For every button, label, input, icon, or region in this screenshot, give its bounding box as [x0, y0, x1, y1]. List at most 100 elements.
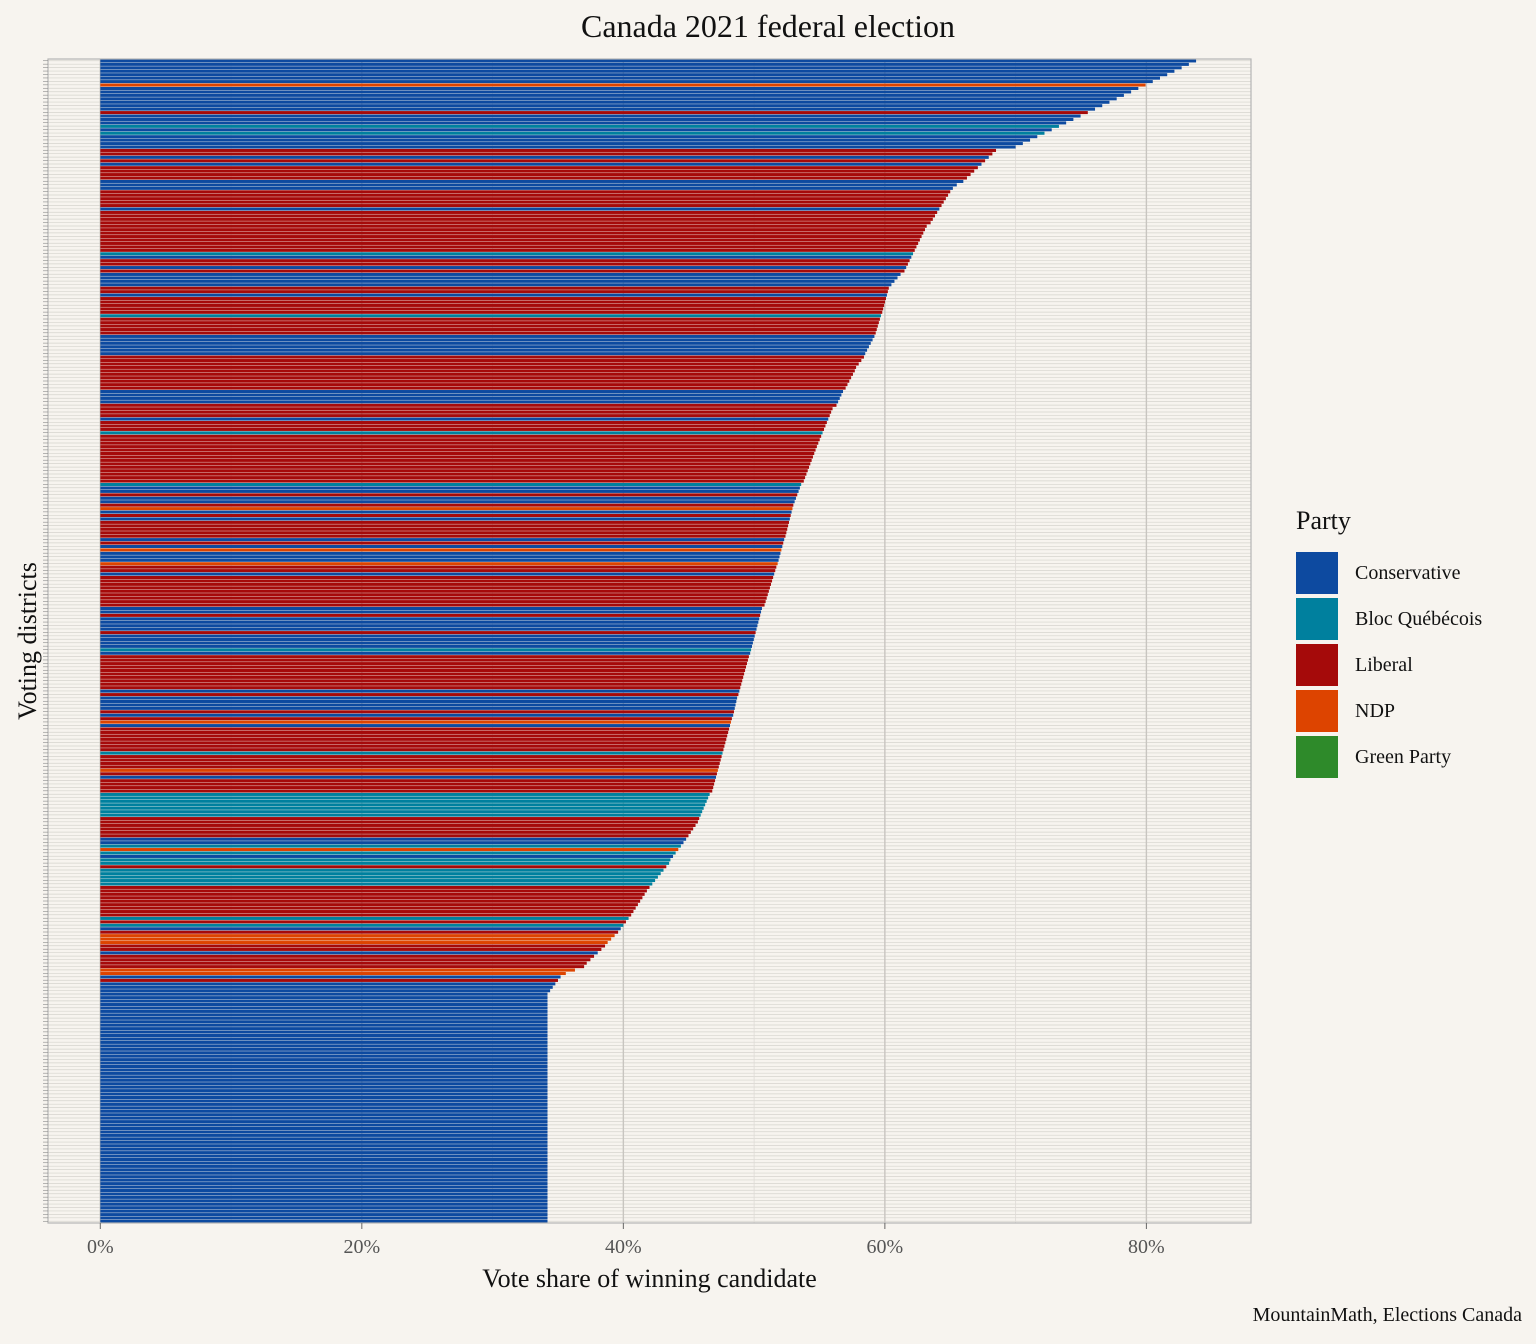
district-bar	[100, 390, 844, 394]
district-bar	[100, 779, 716, 783]
district-bar	[100, 810, 703, 814]
district-bar	[100, 982, 556, 986]
district-bar	[100, 524, 789, 528]
district-bar	[100, 782, 715, 786]
district-bar	[100, 841, 684, 845]
district-bar	[100, 992, 548, 996]
district-bar	[100, 334, 875, 338]
legend-label: Conservative	[1355, 561, 1461, 584]
district-bar	[100, 937, 612, 941]
legend-label: Liberal	[1355, 653, 1413, 676]
district-bar	[100, 916, 629, 920]
district-bar	[100, 617, 760, 621]
district-bar	[100, 297, 886, 301]
district-bar	[100, 166, 978, 170]
district-bar	[100, 1219, 548, 1223]
district-bar	[100, 865, 667, 869]
district-bar	[100, 593, 768, 597]
district-bar	[100, 772, 717, 776]
district-bar	[100, 934, 615, 938]
district-bar	[100, 1020, 548, 1024]
district-bar	[100, 1202, 548, 1206]
district-bar	[100, 1009, 548, 1013]
district-bar	[100, 1188, 548, 1193]
district-bar	[100, 276, 898, 280]
district-bar	[100, 66, 1182, 70]
district-bar	[100, 448, 816, 452]
district-bar	[100, 548, 782, 552]
district-bar	[100, 882, 653, 886]
district-bar	[100, 80, 1153, 84]
district-bar	[100, 610, 762, 614]
district-bar	[100, 221, 931, 225]
district-bar	[100, 730, 729, 734]
district-bar	[100, 231, 924, 235]
district-bar	[100, 348, 868, 352]
district-bar	[100, 73, 1168, 77]
legend-label: Bloc Québécois	[1355, 607, 1483, 630]
district-bar	[100, 462, 811, 466]
legend-item: Green Party	[1296, 734, 1532, 780]
district-bar	[100, 872, 661, 876]
district-bar	[100, 1195, 548, 1199]
district-bar	[100, 434, 822, 438]
district-bar	[100, 183, 957, 187]
legend-label: Green Party	[1355, 745, 1452, 768]
district-bar	[100, 1047, 548, 1051]
district-bar	[100, 1182, 548, 1186]
district-bar	[100, 1109, 548, 1113]
district-bar	[100, 1120, 548, 1124]
legend: Party Conservative Bloc Québécois Liberal N…	[1296, 506, 1532, 780]
district-bar	[100, 1071, 548, 1075]
district-bar	[100, 465, 810, 469]
district-bar	[100, 868, 664, 872]
district-bar	[100, 737, 727, 741]
district-bar	[100, 1106, 548, 1110]
district-bar	[100, 1037, 548, 1041]
district-bar	[100, 100, 1110, 104]
district-bar	[100, 345, 869, 349]
district-bar	[100, 1092, 548, 1096]
district-bar	[100, 138, 1031, 142]
district-bar	[100, 727, 730, 731]
district-bar	[100, 1013, 548, 1017]
x-tick-label: 40%	[605, 1236, 642, 1258]
district-bar	[100, 972, 566, 976]
district-bar	[100, 83, 1146, 87]
district-bar	[100, 1192, 548, 1196]
district-bar	[100, 414, 830, 418]
district-bar	[100, 1054, 548, 1058]
district-bar	[100, 148, 997, 152]
district-bar	[100, 600, 766, 604]
district-bar	[100, 114, 1081, 118]
district-bar	[100, 854, 674, 858]
district-bar	[100, 531, 787, 535]
district-bar	[100, 662, 747, 666]
district-bar	[100, 179, 964, 183]
district-bar	[100, 62, 1189, 66]
district-bar	[100, 69, 1175, 73]
district-bar	[100, 913, 632, 917]
district-bar	[100, 1078, 548, 1082]
district-bar	[100, 238, 920, 242]
district-bar	[100, 734, 728, 738]
district-bar	[100, 558, 779, 562]
district-bar	[100, 624, 758, 628]
district-bar	[100, 724, 731, 728]
legend-item: Bloc Québécois	[1296, 596, 1532, 642]
district-bar	[100, 755, 722, 759]
district-bar	[100, 958, 591, 962]
district-bar	[100, 717, 732, 721]
y-axis-label: Voting districts	[13, 562, 42, 720]
district-bar	[100, 493, 798, 497]
district-bar	[100, 369, 855, 373]
district-bar	[100, 741, 726, 745]
district-bar	[100, 1133, 548, 1137]
district-bar	[100, 169, 975, 173]
district-bar	[100, 266, 907, 270]
district-bar	[100, 789, 713, 793]
district-bar	[100, 217, 933, 221]
district-bar	[100, 517, 790, 521]
district-bar	[100, 455, 813, 459]
district-bar	[100, 142, 1023, 146]
